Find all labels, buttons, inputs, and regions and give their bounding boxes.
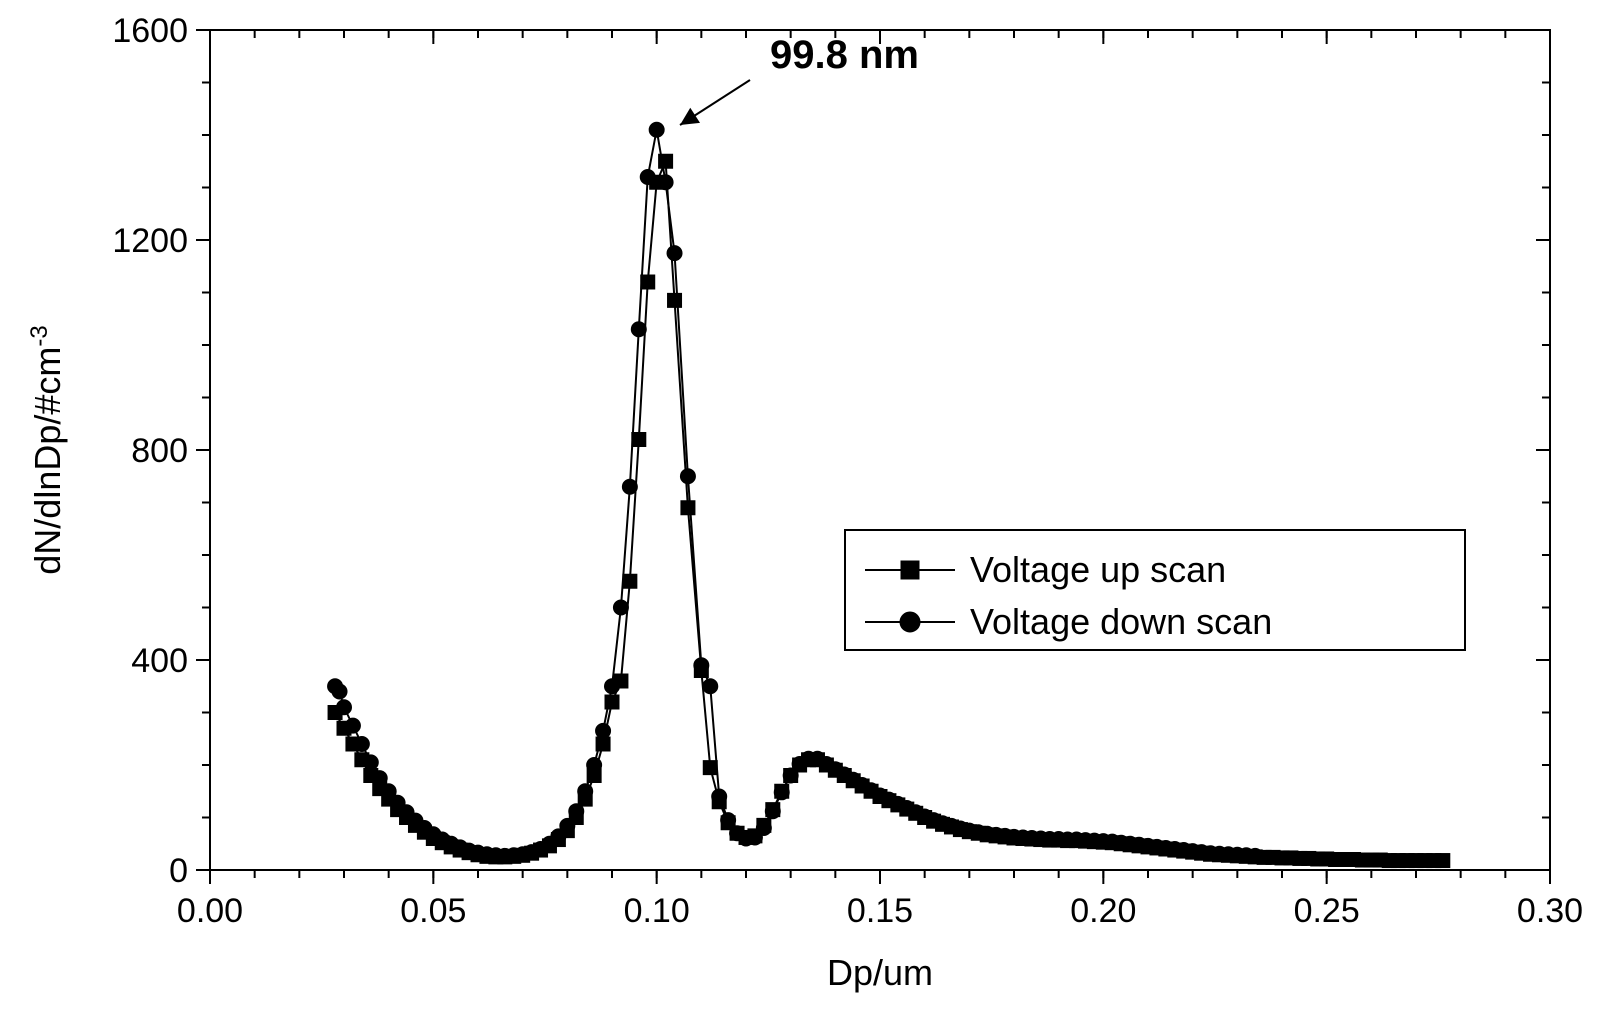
annotation-arrow-head <box>680 108 700 125</box>
x-axis-title: Dp/um <box>827 952 933 993</box>
x-tick-label: 0.00 <box>177 892 243 930</box>
marker-circle <box>680 469 695 484</box>
annotation-text: 99.8 nm <box>770 33 919 77</box>
chart-svg: 0.00 0.05 0.10 0.15 0.20 0.25 0.30 0 400 800 1200 1… <box>0 0 1614 1028</box>
y-tick-label: 0 <box>169 852 188 890</box>
marker-circle <box>703 679 718 694</box>
marker-circle <box>587 758 602 773</box>
marker-circle <box>667 246 682 261</box>
x-tick-label: 0.30 <box>1517 892 1583 930</box>
y-axis-title-group: dN/dlnDp/#cm-3 <box>26 325 69 574</box>
marker-square <box>681 501 695 515</box>
marker-square <box>1436 854 1450 868</box>
marker-circle <box>658 175 673 190</box>
marker-circle <box>345 718 360 733</box>
y-tick-label: 1200 <box>112 222 188 260</box>
x-tick-label: 0.10 <box>624 892 690 930</box>
marker-circle <box>712 789 727 804</box>
marker-circle <box>649 122 664 137</box>
marker-circle <box>694 658 709 673</box>
marker-circle <box>631 322 646 337</box>
marker-circle <box>596 723 611 738</box>
x-tick-label: 0.25 <box>1294 892 1360 930</box>
marker-square <box>632 433 646 447</box>
marker-circle <box>560 818 575 833</box>
x-tick-label: 0.20 <box>1070 892 1136 930</box>
marker-circle <box>1248 848 1263 863</box>
y-axis-title: dN/dlnDp/#cm-3 <box>26 325 69 574</box>
marker-circle <box>622 479 637 494</box>
marker-circle <box>332 684 347 699</box>
marker-circle <box>774 785 789 800</box>
marker-circle <box>578 784 593 799</box>
legend-label: Voltage down scan <box>970 601 1272 642</box>
marker-circle <box>354 737 369 752</box>
marker-circle <box>337 700 352 715</box>
marker-circle <box>640 170 655 185</box>
series-line-0 <box>335 161 1443 860</box>
marker-square <box>623 574 637 588</box>
legend-label: Voltage up scan <box>970 549 1226 590</box>
x-tick-label: 0.15 <box>847 892 913 930</box>
marker-circle <box>363 755 378 770</box>
marker-circle <box>605 679 620 694</box>
marker-circle <box>721 813 736 828</box>
y-tick-label: 800 <box>131 432 188 470</box>
marker-circle <box>569 804 584 819</box>
y-tick-label: 1600 <box>112 12 188 50</box>
marker-circle <box>756 821 771 836</box>
x-tick-label: 0.05 <box>400 892 466 930</box>
series-line-1 <box>335 130 1255 856</box>
plot-frame <box>210 30 1550 870</box>
marker-circle <box>372 771 387 786</box>
marker-circle <box>765 804 780 819</box>
marker-square <box>703 761 717 775</box>
marker-circle <box>613 600 628 615</box>
legend-marker-circle <box>900 612 920 632</box>
y-tick-label: 400 <box>131 642 188 680</box>
marker-square <box>668 293 682 307</box>
chart-container: 0.00 0.05 0.10 0.15 0.20 0.25 0.30 0 400 800 1200 1… <box>0 0 1614 1028</box>
legend-marker-square <box>901 561 919 579</box>
